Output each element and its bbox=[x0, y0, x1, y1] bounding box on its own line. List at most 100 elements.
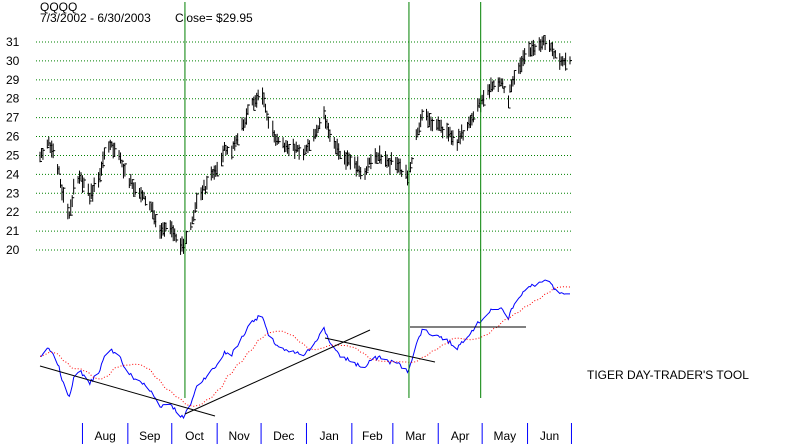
price-bar bbox=[472, 111, 476, 123]
price-bar bbox=[112, 142, 116, 159]
price-bar bbox=[58, 166, 62, 175]
price-bar bbox=[278, 137, 281, 144]
price-bar bbox=[257, 89, 261, 101]
trendline bbox=[184, 329, 371, 415]
y-tick-label: 25 bbox=[6, 148, 20, 162]
price-bar bbox=[155, 214, 158, 228]
trendline bbox=[324, 337, 436, 363]
price-bar bbox=[93, 177, 97, 193]
y-axis: 20 21 22 23 24 25 26 27 28 29 30 31 bbox=[6, 35, 20, 257]
price-bar bbox=[569, 56, 572, 65]
y-tick-label: 21 bbox=[6, 224, 20, 238]
month-label: Apr bbox=[451, 429, 470, 443]
price-bar bbox=[452, 130, 455, 146]
price-bar bbox=[528, 41, 532, 57]
price-bar bbox=[333, 136, 337, 149]
chart-title: QQQQ bbox=[40, 0, 77, 14]
price-bar bbox=[231, 145, 234, 160]
month-label: Nov bbox=[228, 429, 249, 443]
brand-label: TIGER DAY-TRADER'S TOOL bbox=[587, 368, 749, 382]
price-bar bbox=[421, 109, 425, 121]
price-bar bbox=[370, 154, 373, 170]
month-label: Dec bbox=[273, 429, 294, 443]
price-bar bbox=[223, 142, 227, 151]
month-label: Jan bbox=[319, 429, 338, 443]
price-bar bbox=[458, 128, 461, 143]
price-bar bbox=[365, 166, 369, 175]
price-bar bbox=[221, 152, 224, 167]
price-bar bbox=[193, 210, 196, 222]
price-bar bbox=[308, 140, 312, 151]
month-label: May bbox=[494, 429, 517, 443]
price-bar bbox=[319, 117, 322, 129]
price-bar bbox=[226, 146, 230, 155]
price-bar bbox=[149, 201, 152, 211]
price-bar bbox=[234, 136, 237, 151]
price-bar bbox=[544, 36, 548, 51]
price-bar bbox=[367, 157, 370, 171]
price-bar bbox=[48, 136, 51, 147]
price-bar bbox=[317, 125, 321, 132]
price-bar bbox=[114, 142, 117, 157]
price-bar bbox=[67, 203, 70, 220]
price-bar bbox=[52, 143, 56, 159]
price-bar bbox=[103, 147, 107, 160]
price-bar bbox=[73, 178, 76, 195]
price-bar bbox=[133, 182, 136, 197]
price-bar bbox=[190, 222, 193, 231]
price-bar bbox=[165, 222, 168, 232]
month-label: Oct bbox=[185, 429, 204, 443]
price-bar bbox=[191, 216, 195, 225]
price-bar bbox=[509, 84, 512, 93]
y-tick-label: 22 bbox=[6, 205, 20, 219]
y-tick-label: 20 bbox=[6, 243, 20, 257]
price-bar bbox=[493, 80, 496, 90]
price-bar bbox=[247, 104, 250, 116]
price-bar bbox=[134, 182, 138, 195]
price-bar bbox=[71, 195, 75, 208]
month-label: Feb bbox=[362, 429, 383, 443]
price-bar bbox=[284, 142, 287, 153]
price-bar bbox=[513, 70, 517, 85]
price-bar bbox=[534, 43, 537, 56]
price-bar bbox=[565, 52, 568, 71]
price-bar bbox=[87, 183, 91, 196]
price-bar bbox=[508, 95, 511, 109]
price-bar bbox=[121, 160, 124, 168]
y-tick-label: 31 bbox=[6, 35, 20, 49]
price-bar bbox=[360, 167, 363, 180]
price-bar bbox=[329, 129, 332, 142]
price-bar bbox=[418, 122, 422, 134]
price-bar bbox=[323, 106, 327, 120]
close-label: Close= $29.95 bbox=[175, 11, 253, 25]
price-bar bbox=[431, 118, 435, 132]
price-bar bbox=[89, 193, 92, 205]
price-bar bbox=[175, 233, 179, 243]
month-label: Jun bbox=[540, 429, 559, 443]
price-bar bbox=[42, 148, 45, 160]
y-tick-label: 26 bbox=[6, 130, 20, 144]
price-bar bbox=[304, 145, 307, 156]
price-bar bbox=[266, 111, 269, 121]
price-bar bbox=[292, 138, 296, 151]
price-bar bbox=[70, 199, 73, 216]
price-bar bbox=[81, 175, 85, 193]
price-bar bbox=[204, 185, 208, 195]
month-label: Sep bbox=[139, 429, 161, 443]
price-bar bbox=[376, 152, 379, 164]
y-tick-label: 24 bbox=[6, 167, 20, 181]
price-bar bbox=[194, 202, 198, 213]
price-bar bbox=[543, 35, 546, 46]
indicator-panel bbox=[39, 279, 571, 420]
price-bar bbox=[551, 42, 555, 57]
price-bar bbox=[196, 192, 199, 209]
y-tick-label: 23 bbox=[6, 186, 20, 200]
price-bar bbox=[316, 124, 319, 138]
price-bar bbox=[102, 151, 105, 169]
y-tick-label: 27 bbox=[6, 111, 20, 125]
price-bar bbox=[273, 130, 277, 143]
price-bar bbox=[483, 90, 486, 107]
signal-lines bbox=[184, 2, 482, 398]
price-bar bbox=[411, 157, 414, 165]
